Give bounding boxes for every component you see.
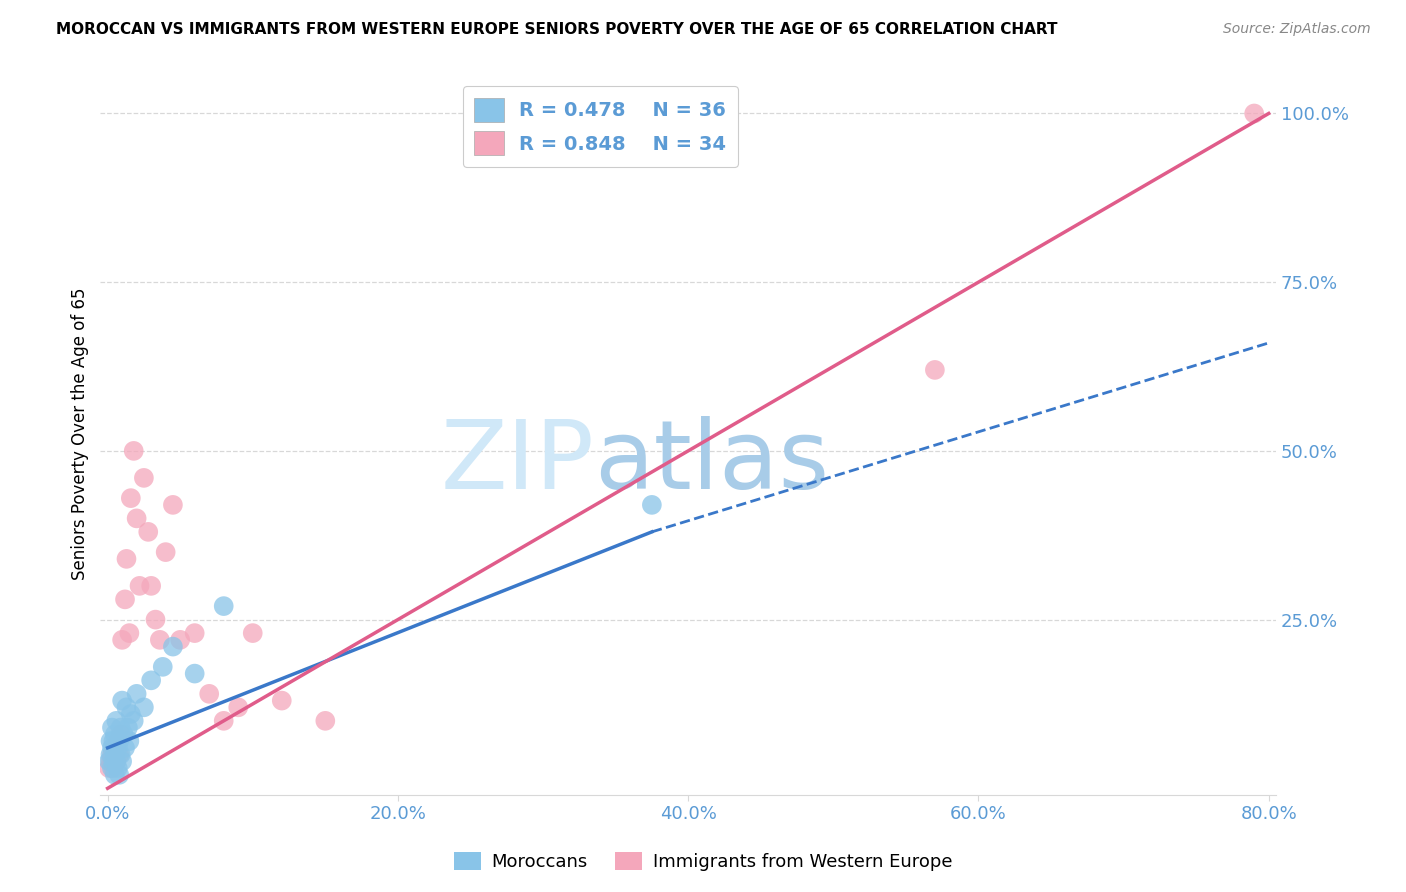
- Point: [101, 747, 124, 762]
- Point: [128, 579, 150, 593]
- Point: [105, 714, 128, 728]
- Point: [107, 734, 129, 748]
- Point: [110, 721, 132, 735]
- Point: [103, 734, 125, 748]
- Point: [169, 632, 191, 647]
- Point: [101, 721, 124, 735]
- Point: [141, 673, 163, 688]
- Point: [111, 693, 134, 707]
- Point: [136, 524, 159, 539]
- Point: [115, 700, 138, 714]
- Point: [118, 626, 141, 640]
- Point: [108, 734, 131, 748]
- Point: [104, 727, 127, 741]
- Point: [1243, 106, 1265, 120]
- Point: [141, 579, 163, 593]
- Point: [101, 740, 124, 755]
- Point: [162, 498, 184, 512]
- Point: [118, 734, 141, 748]
- Point: [105, 754, 128, 768]
- Point: [110, 727, 132, 741]
- Point: [120, 707, 142, 722]
- Point: [103, 754, 125, 768]
- Point: [212, 599, 235, 613]
- Point: [105, 754, 128, 768]
- Point: [114, 740, 136, 755]
- Point: [198, 687, 221, 701]
- Point: [98, 761, 121, 775]
- Point: [100, 734, 122, 748]
- Point: [115, 552, 138, 566]
- Point: [108, 747, 131, 762]
- Point: [314, 714, 336, 728]
- Point: [226, 700, 249, 714]
- Point: [100, 747, 122, 762]
- Point: [120, 491, 142, 505]
- Point: [132, 700, 155, 714]
- Point: [114, 592, 136, 607]
- Point: [641, 498, 664, 512]
- Point: [183, 666, 205, 681]
- Point: [111, 754, 134, 768]
- Point: [122, 443, 145, 458]
- Point: [270, 693, 292, 707]
- Legend: Moroccans, Immigrants from Western Europe: Moroccans, Immigrants from Western Europ…: [447, 845, 959, 879]
- Point: [98, 754, 121, 768]
- Point: [183, 626, 205, 640]
- Text: MOROCCAN VS IMMIGRANTS FROM WESTERN EUROPE SENIORS POVERTY OVER THE AGE OF 65 CO: MOROCCAN VS IMMIGRANTS FROM WESTERN EURO…: [56, 22, 1057, 37]
- Point: [122, 714, 145, 728]
- Legend: R = 0.478    N = 36, R = 0.848    N = 34: R = 0.478 N = 36, R = 0.848 N = 34: [463, 87, 738, 167]
- Point: [125, 687, 148, 701]
- Point: [145, 613, 167, 627]
- Point: [117, 721, 139, 735]
- Point: [152, 660, 174, 674]
- Text: Source: ZipAtlas.com: Source: ZipAtlas.com: [1223, 22, 1371, 37]
- Point: [110, 747, 132, 762]
- Point: [242, 626, 264, 640]
- Y-axis label: Seniors Poverty Over the Age of 65: Seniors Poverty Over the Age of 65: [72, 288, 89, 581]
- Point: [107, 761, 129, 775]
- Point: [149, 632, 172, 647]
- Point: [104, 740, 127, 755]
- Point: [924, 363, 946, 377]
- Point: [104, 768, 127, 782]
- Point: [100, 754, 122, 768]
- Point: [104, 747, 127, 762]
- Point: [125, 511, 148, 525]
- Point: [112, 727, 135, 741]
- Text: atlas: atlas: [595, 417, 830, 509]
- Point: [101, 761, 124, 775]
- Point: [111, 632, 134, 647]
- Point: [103, 761, 125, 775]
- Point: [132, 471, 155, 485]
- Point: [155, 545, 177, 559]
- Point: [162, 640, 184, 654]
- Point: [212, 714, 235, 728]
- Point: [108, 768, 131, 782]
- Point: [107, 740, 129, 755]
- Text: ZIP: ZIP: [440, 417, 595, 509]
